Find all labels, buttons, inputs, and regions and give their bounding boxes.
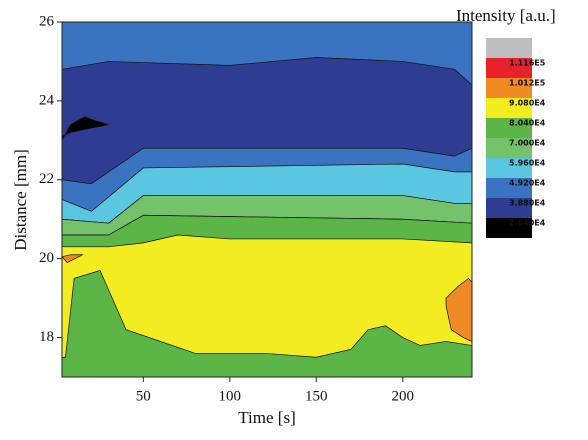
colorbar-title: Intensity [a.u.] [456,6,556,25]
colorbar-block [486,158,532,178]
contour-region [62,254,84,263]
colorbar-block [486,218,532,238]
x-tick-label: 50 [136,388,151,404]
colorbar-block [486,98,532,118]
colorbar-label: 9.080E4 [509,99,546,108]
x-tick-label: 100 [219,388,242,404]
colorbar-label: 8.040E4 [509,119,546,128]
contour-region [62,57,472,185]
y-axis-title: Distance [mm] [11,149,30,251]
colorbar-block [486,118,532,138]
colorbar-label: 7.000E4 [509,139,546,148]
x-tick-label: 150 [305,388,328,404]
plot-area [62,22,472,377]
contour-region [445,278,472,342]
colorbar-block [486,198,532,218]
x-tick-label: 200 [392,388,415,404]
colorbar-label: 2.840E4 [509,219,546,228]
y-tick-label: 24 [39,92,55,108]
colorbar-label: 3.880E4 [509,199,546,208]
colorbar-block [486,58,532,78]
y-tick-label: 18 [39,329,54,345]
colorbar-label: 1.012E5 [509,79,546,88]
colorbar-label: 1.116E5 [509,59,546,68]
y-tick-label: 26 [39,13,55,29]
colorbar-label: 4.920E4 [509,179,546,188]
x-axis-title: Time [s] [238,408,295,427]
colorbar-label: 5.960E4 [509,159,546,168]
y-tick-label: 22 [39,171,54,187]
contour-regions [62,22,472,377]
contour-region [62,116,110,141]
plot-frame [61,21,473,378]
colorbar-block [486,138,532,158]
colorbar-block [486,178,532,198]
colorbar-block [486,78,532,98]
y-tick-label: 20 [39,250,54,266]
colorbar-top [486,38,532,58]
contour-region [62,234,472,358]
